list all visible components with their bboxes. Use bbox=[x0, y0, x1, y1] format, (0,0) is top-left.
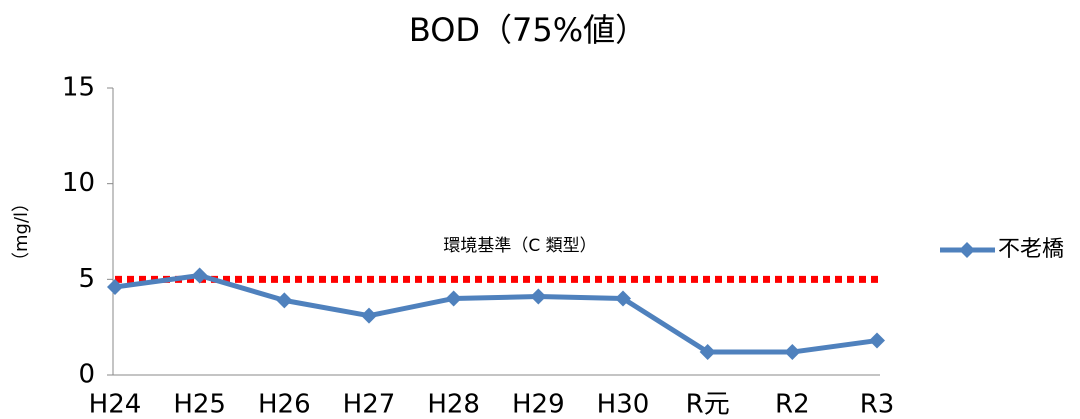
legend-label: 不老橋 bbox=[998, 237, 1064, 262]
x-tick-label: H29 bbox=[512, 390, 565, 419]
x-tick-label: H25 bbox=[173, 390, 226, 419]
marker bbox=[530, 288, 547, 305]
marker bbox=[276, 292, 293, 309]
marker bbox=[615, 290, 631, 307]
x-tick-label: R2 bbox=[775, 390, 810, 419]
marker bbox=[784, 344, 801, 361]
x-tick-label: H28 bbox=[427, 390, 480, 419]
line bbox=[114, 273, 878, 355]
marker bbox=[361, 307, 377, 324]
x-tick-label: H26 bbox=[258, 390, 311, 419]
marker bbox=[445, 290, 462, 307]
x-tick-label: R元 bbox=[686, 390, 730, 419]
reference-label: 環境基準（C 類型） bbox=[443, 236, 596, 256]
y-tick-label: 0 bbox=[78, 360, 95, 390]
x-tick-label: R3 bbox=[860, 390, 895, 419]
x-tick-label: H30 bbox=[597, 390, 650, 419]
chart-title: BOD（75%値） bbox=[409, 11, 647, 49]
marker bbox=[869, 332, 885, 349]
marker bbox=[699, 344, 716, 361]
x-tick-label: H24 bbox=[89, 390, 142, 419]
marker bbox=[191, 267, 208, 284]
y-tick-label: 15 bbox=[62, 73, 95, 103]
y-tick-label: 10 bbox=[62, 168, 95, 198]
legend-marker bbox=[959, 242, 975, 258]
x-tick-label: H27 bbox=[343, 390, 396, 419]
y-axis-label: （mg/l） bbox=[11, 194, 32, 270]
marker bbox=[107, 278, 123, 295]
y-tick-label: 5 bbox=[78, 264, 95, 294]
